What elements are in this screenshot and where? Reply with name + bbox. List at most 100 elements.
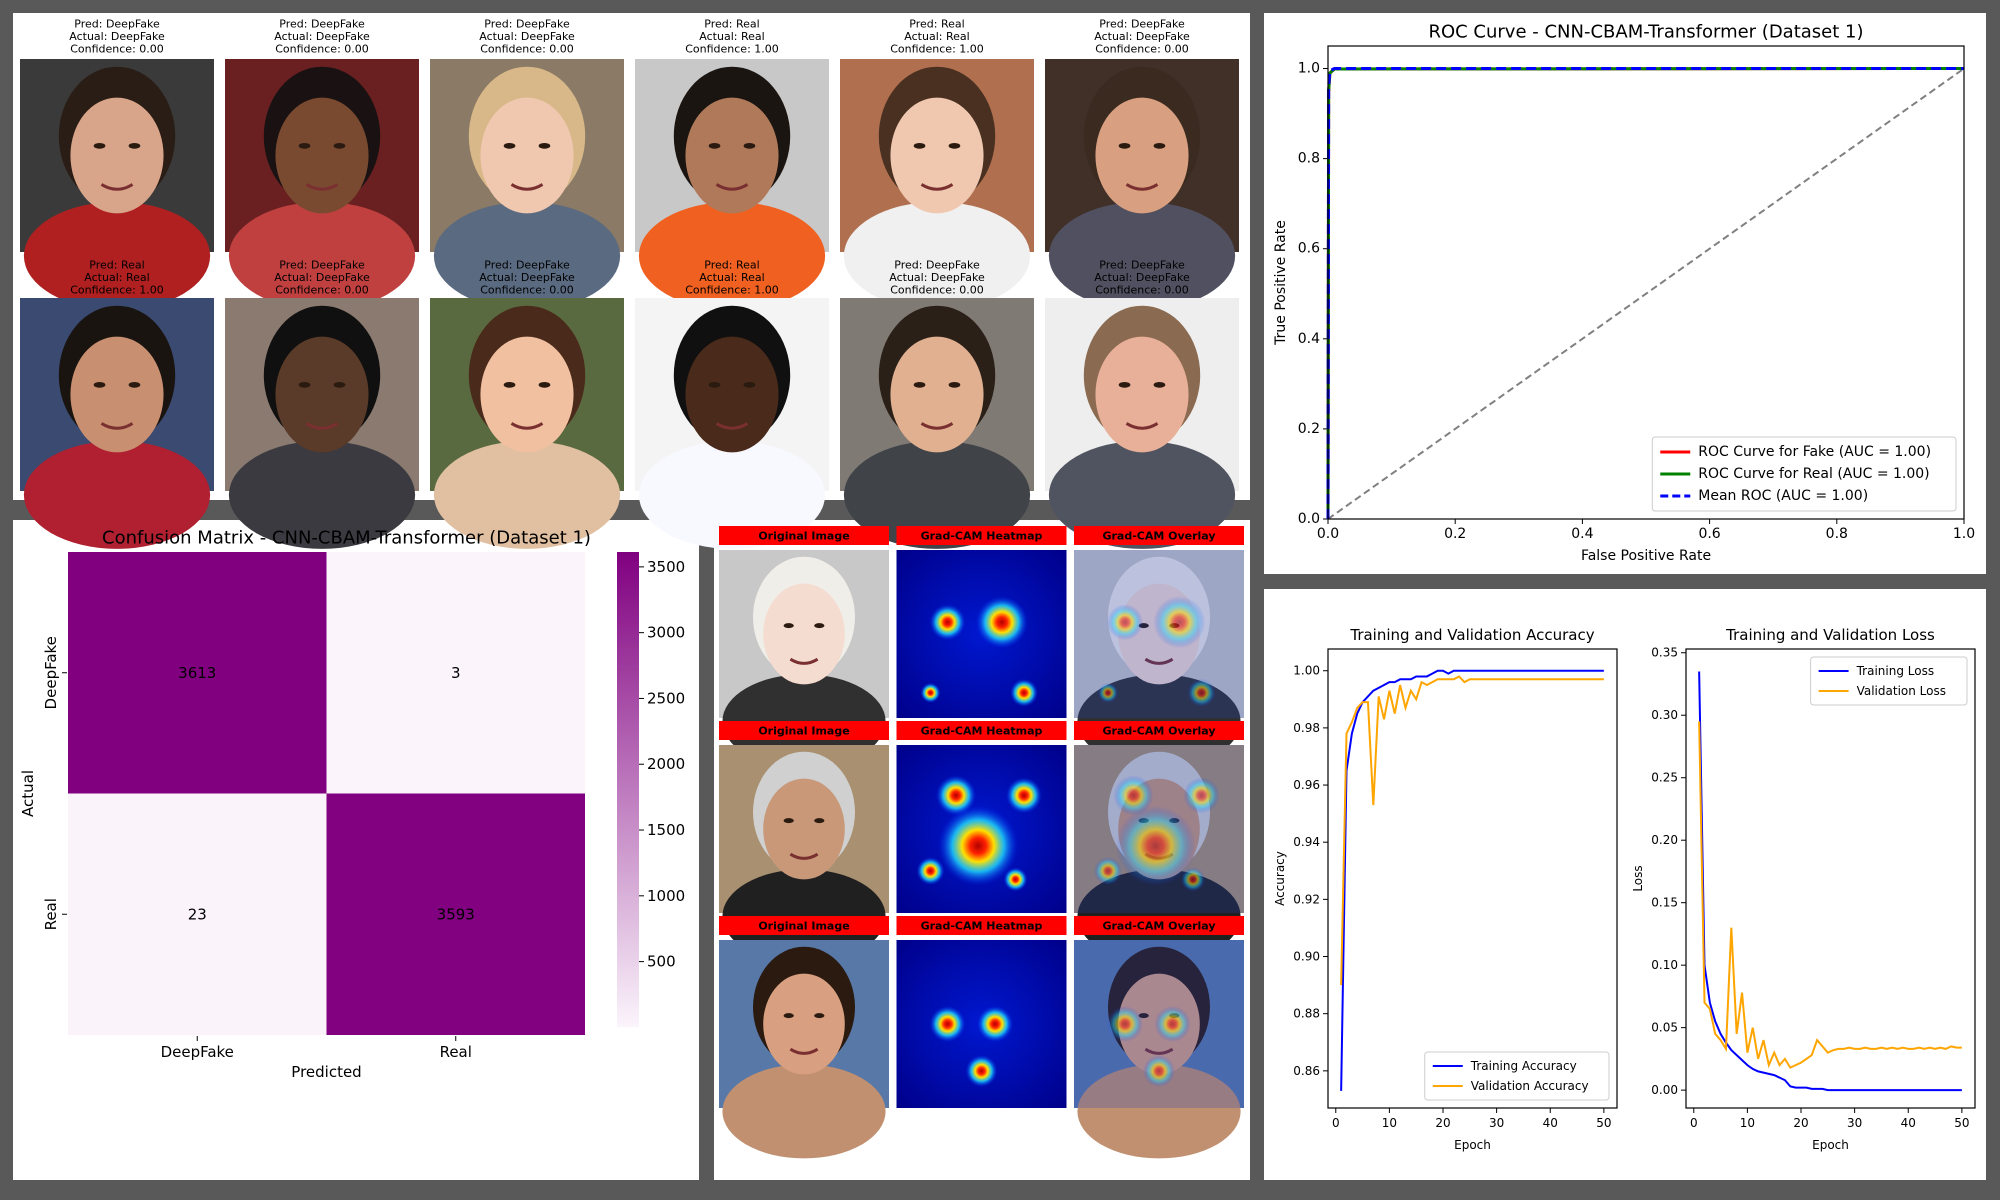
photo-face: [480, 336, 574, 453]
colorbar-tick-label: 1500: [647, 821, 685, 839]
y-tick-label: 0.4: [1298, 331, 1320, 347]
plot-frame: [1327, 648, 1618, 1109]
chart-title: Training and Validation Accuracy: [1349, 626, 1594, 644]
plot-frame: [1327, 45, 1965, 520]
x-tick-label: 40: [1543, 1116, 1558, 1130]
heat-blob: [977, 1006, 1014, 1042]
x-tick-label: 20: [1435, 1116, 1450, 1130]
y-tick-label: 1.0: [1298, 61, 1320, 77]
photo-mouth: [789, 1047, 819, 1055]
photo-eye: [298, 142, 311, 149]
photo-face: [890, 336, 984, 453]
x-tick-label: Real: [440, 1043, 472, 1061]
face-image: [225, 298, 419, 549]
legend-box: [1651, 436, 1957, 512]
series-line: [1698, 721, 1962, 1069]
photo-mouth: [920, 422, 954, 430]
photo-eye: [538, 381, 551, 388]
y-tick-label: 0.0: [1298, 511, 1320, 527]
heat-blob: [1010, 678, 1038, 707]
gradcam-header: [719, 916, 889, 935]
original-image: [719, 745, 889, 964]
face-caption: Actual: DeepFake: [69, 30, 165, 43]
faces-panel: [13, 13, 1250, 500]
y-tick-label: 0.15: [1651, 896, 1678, 910]
gradcam-header: [719, 721, 889, 740]
y-tick-label: 0.25: [1651, 771, 1678, 785]
heat-blob: [1107, 1006, 1143, 1042]
x-axis-label: Predicted: [291, 1063, 361, 1081]
photo-eye: [783, 818, 794, 824]
photo-face: [275, 336, 369, 453]
gradcam-header: [896, 721, 1067, 740]
face-caption: Pred: Real: [704, 18, 759, 31]
series-line: [1698, 671, 1962, 1092]
face-caption: Confidence: 0.00: [275, 284, 369, 297]
legend-label: ROC Curve for Fake (AUC = 1.00): [1698, 444, 1931, 460]
photo-mouth: [920, 183, 954, 191]
series-line: [1340, 675, 1604, 986]
y-tick-label: 0.94: [1293, 835, 1320, 849]
legend-box: [1424, 1051, 1610, 1101]
face-caption: Pred: Real: [89, 259, 144, 272]
face-caption: Pred: DeepFake: [1099, 259, 1185, 272]
heat-blob: [1183, 777, 1220, 814]
y-tick-label: Real: [42, 898, 60, 930]
photo-eye: [1153, 142, 1166, 149]
x-tick-label: 40: [1901, 1116, 1916, 1130]
photo-face: [70, 336, 164, 453]
face-image: [430, 59, 624, 310]
face-caption: Actual: Real: [699, 30, 764, 43]
face-caption: Actual: Real: [904, 30, 969, 43]
plot-frame: [1685, 648, 1976, 1109]
cell-value: 23: [188, 905, 207, 923]
photo-shoulders: [23, 201, 211, 310]
colorbar-tick-label: 1000: [647, 887, 685, 905]
photo-eye: [743, 142, 756, 149]
face-caption: Pred: DeepFake: [74, 18, 160, 31]
x-tick-label: 0.6: [1698, 526, 1720, 542]
photo-mouth: [1125, 183, 1159, 191]
cell-value: 3613: [178, 664, 216, 682]
face-caption: Pred: Real: [909, 18, 964, 31]
face-caption: Confidence: 1.00: [890, 43, 984, 56]
photo-mouth: [100, 422, 134, 430]
face-image: [225, 59, 419, 310]
photo-mouth: [789, 657, 819, 665]
photo-face: [890, 97, 984, 214]
heat-blob: [920, 682, 941, 703]
colorbar: [617, 552, 639, 1027]
photo-shoulders: [433, 440, 621, 549]
heat-blob: [1107, 604, 1143, 641]
face-caption: Pred: DeepFake: [484, 259, 570, 272]
x-tick-label: 0.8: [1826, 526, 1848, 542]
heat-blob: [916, 857, 945, 885]
y-tick-label: 0.10: [1651, 958, 1678, 972]
y-tick-label: 0.86: [1293, 1064, 1320, 1078]
gradcam-header: [719, 526, 889, 545]
face-caption: Pred: DeepFake: [894, 259, 980, 272]
gradcam-label: Grad-CAM Heatmap: [921, 920, 1043, 933]
heat-blob: [1153, 596, 1206, 649]
heat-blob: [1006, 777, 1042, 814]
chart-title: Confusion Matrix - CNN-CBAM-Transformer …: [102, 528, 591, 549]
face-caption: Actual: DeepFake: [1094, 30, 1190, 43]
photo-shoulders: [722, 1064, 886, 1159]
photo-eye: [1118, 142, 1131, 149]
y-axis-label: Loss: [1631, 865, 1645, 891]
face-image: [840, 298, 1034, 549]
photo-shoulders: [638, 201, 826, 310]
x-tick-label: 0.2: [1444, 526, 1466, 542]
photo-eye: [948, 142, 961, 149]
legend-label: Training Loss: [1856, 664, 1934, 678]
face-caption: Confidence: 0.00: [275, 43, 369, 56]
heat-blob: [1098, 682, 1118, 703]
face-caption: Actual: DeepFake: [479, 271, 575, 284]
face-image: [840, 59, 1034, 310]
gradcam-label: Original Image: [758, 725, 849, 738]
photo-eye: [503, 381, 516, 388]
y-axis-label: Accuracy: [1273, 851, 1287, 906]
x-tick-label: 0.4: [1571, 526, 1593, 542]
colorbar-tick-label: 3000: [647, 624, 685, 642]
y-tick-label: 0.6: [1298, 241, 1320, 257]
